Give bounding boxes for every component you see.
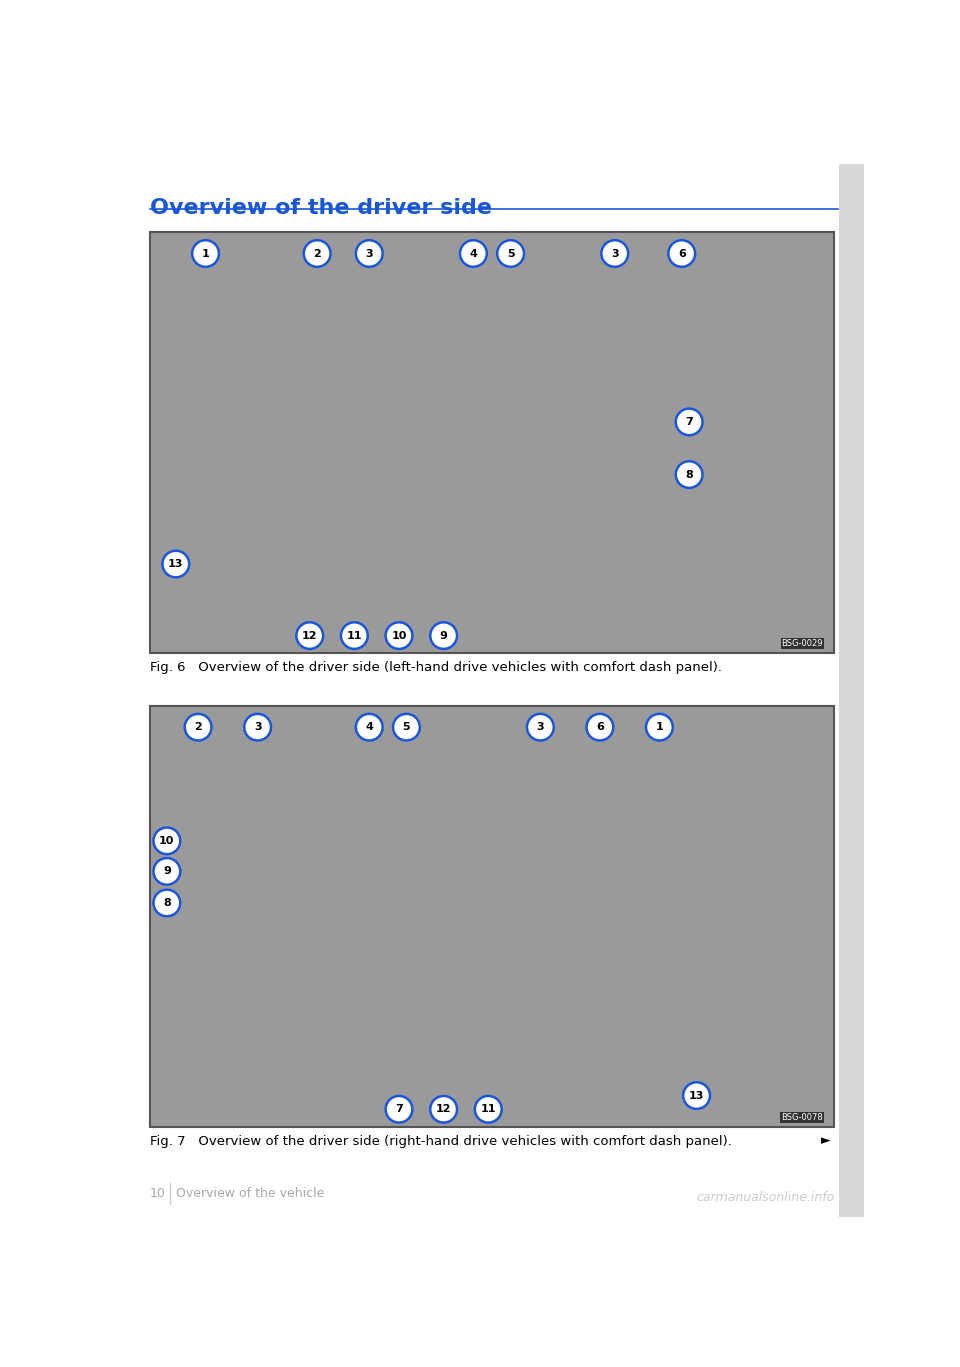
FancyBboxPatch shape	[839, 164, 864, 1217]
Ellipse shape	[460, 241, 487, 267]
Ellipse shape	[162, 551, 189, 577]
Ellipse shape	[475, 1096, 502, 1122]
Text: 6: 6	[596, 722, 604, 733]
Text: ►: ►	[821, 1135, 830, 1147]
FancyBboxPatch shape	[150, 232, 834, 653]
Text: 4: 4	[469, 249, 477, 258]
Text: 3: 3	[537, 722, 544, 733]
Ellipse shape	[184, 714, 211, 741]
Ellipse shape	[386, 1096, 413, 1122]
Ellipse shape	[646, 714, 673, 741]
Ellipse shape	[587, 714, 613, 741]
Text: 8: 8	[163, 898, 171, 908]
Text: 11: 11	[481, 1105, 496, 1114]
Text: Fig. 6   Overview of the driver side (left-hand drive vehicles with comfort dash: Fig. 6 Overview of the driver side (left…	[150, 660, 722, 674]
Text: 2: 2	[194, 722, 202, 733]
Text: 5: 5	[507, 249, 515, 258]
Text: 10: 10	[159, 835, 175, 846]
FancyBboxPatch shape	[150, 707, 834, 1128]
Ellipse shape	[154, 827, 180, 854]
Text: BSG-0078: BSG-0078	[781, 1113, 823, 1122]
Ellipse shape	[497, 241, 524, 267]
Text: 3: 3	[253, 722, 261, 733]
Text: 2: 2	[313, 249, 321, 258]
Text: 1: 1	[202, 249, 209, 258]
Ellipse shape	[154, 858, 180, 884]
Text: 11: 11	[347, 630, 362, 641]
Ellipse shape	[668, 241, 695, 267]
Ellipse shape	[393, 714, 420, 741]
Ellipse shape	[386, 622, 413, 649]
Ellipse shape	[303, 241, 330, 267]
Ellipse shape	[192, 241, 219, 267]
Ellipse shape	[341, 622, 368, 649]
Ellipse shape	[430, 622, 457, 649]
Ellipse shape	[684, 1083, 710, 1109]
Text: 3: 3	[366, 249, 373, 258]
Text: 3: 3	[611, 249, 618, 258]
Text: 12: 12	[302, 630, 318, 641]
Text: BSG-0029: BSG-0029	[781, 640, 823, 648]
Ellipse shape	[244, 714, 271, 741]
Text: Overview of the vehicle: Overview of the vehicle	[176, 1187, 324, 1200]
Text: Fig. 7   Overview of the driver side (right-hand drive vehicles with comfort das: Fig. 7 Overview of the driver side (righ…	[150, 1135, 732, 1147]
Ellipse shape	[430, 1096, 457, 1122]
Ellipse shape	[297, 622, 324, 649]
Text: carmanualsonline.info: carmanualsonline.info	[696, 1191, 834, 1204]
Ellipse shape	[676, 409, 703, 435]
Ellipse shape	[527, 714, 554, 741]
Ellipse shape	[676, 461, 703, 488]
Ellipse shape	[356, 714, 383, 741]
Text: 5: 5	[402, 722, 410, 733]
Text: 13: 13	[689, 1091, 705, 1100]
Text: 9: 9	[440, 630, 447, 641]
Text: 6: 6	[678, 249, 685, 258]
Text: Overview of the driver side: Overview of the driver side	[150, 198, 492, 217]
Text: 13: 13	[168, 559, 183, 569]
Ellipse shape	[356, 241, 383, 267]
Text: 7: 7	[685, 417, 693, 427]
Text: 7: 7	[396, 1105, 403, 1114]
Text: 8: 8	[685, 469, 693, 480]
Ellipse shape	[601, 241, 628, 267]
Text: 9: 9	[163, 867, 171, 876]
Text: 12: 12	[436, 1105, 451, 1114]
Text: 10: 10	[392, 630, 407, 641]
Text: 4: 4	[366, 722, 373, 733]
Ellipse shape	[154, 890, 180, 916]
Text: 1: 1	[656, 722, 663, 733]
Text: 10: 10	[150, 1187, 166, 1200]
